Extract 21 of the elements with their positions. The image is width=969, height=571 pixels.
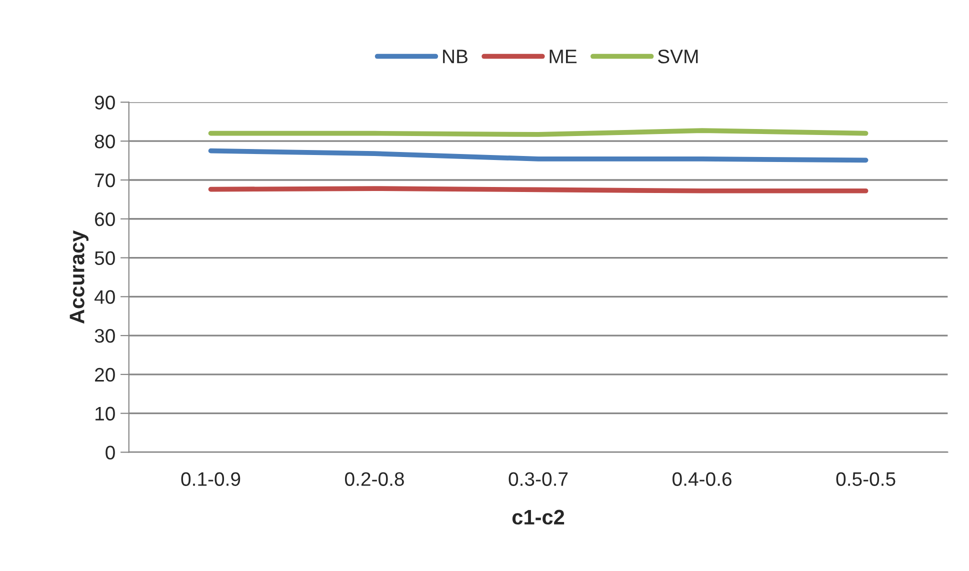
x-tick-label: 0.4-0.6 xyxy=(672,472,732,486)
legend-label: ME xyxy=(550,50,577,64)
y-tick-label: 20 xyxy=(95,368,115,382)
y-tick-label: 60 xyxy=(95,212,115,226)
y-tick-label: 50 xyxy=(94,251,115,266)
x-tick-label: 0.5-0.5 xyxy=(836,472,896,486)
y-tick-label: 70 xyxy=(95,173,115,188)
y-tick-label: 0 xyxy=(106,446,115,460)
x-tick-label: 0.1-0.9 xyxy=(181,472,240,486)
x-tick-label: 0.2-0.8 xyxy=(345,472,404,486)
x-axis-title: c1-c2 xyxy=(512,510,564,525)
y-tick-label: 10 xyxy=(96,406,115,421)
y-axis-title: Accuracy xyxy=(70,230,88,324)
y-tick-label: 80 xyxy=(94,134,115,148)
legend-label: SVM xyxy=(658,50,698,64)
legend-label: NB xyxy=(443,50,468,64)
y-tick-label: 30 xyxy=(94,329,115,343)
x-tick-label: 0.3-0.7 xyxy=(508,472,568,486)
y-tick-label: 90 xyxy=(94,96,115,110)
y-tick-label: 40 xyxy=(94,290,115,304)
line-series xyxy=(208,148,868,163)
